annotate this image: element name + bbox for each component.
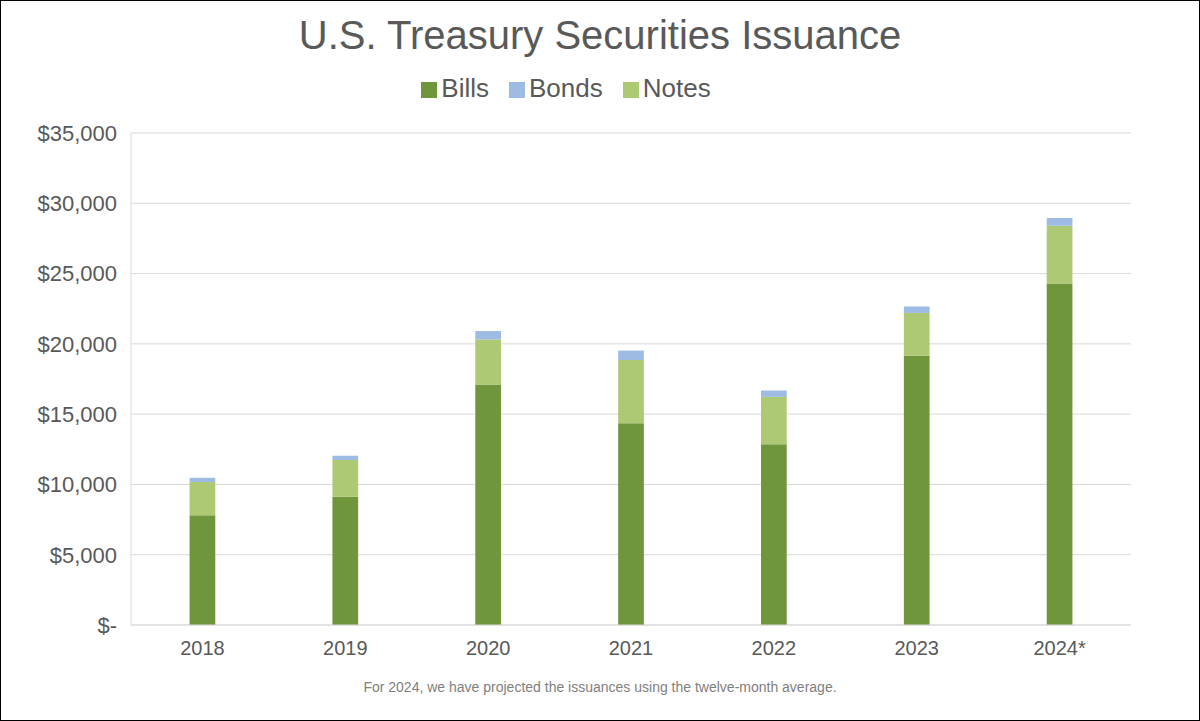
html-text:Notes: Notes <box>642 73 711 103</box>
svg-text:$5,000: $5,000 <box>50 543 117 568</box>
svg-text:$30,000: $30,000 <box>37 191 117 216</box>
svg-text:2023: 2023 <box>894 637 939 659</box>
html-text:For 2024, we have projected th: For 2024, we have projected the issuance… <box>363 679 837 695</box>
svg-text:2020: 2020 <box>466 637 511 659</box>
svg-text:2024*: 2024* <box>1033 637 1085 659</box>
html-text:U.S. Treasury Securities Issua: U.S. Treasury Securities Issuance <box>298 13 902 57</box>
svg-text:2018: 2018 <box>180 637 225 659</box>
html-text:Bonds: Bonds <box>529 73 603 103</box>
html-text:Bills: Bills <box>441 73 489 103</box>
svg-text:$35,000: $35,000 <box>37 121 117 146</box>
svg-text:2021: 2021 <box>609 637 654 659</box>
svg-text:$10,000: $10,000 <box>37 472 117 497</box>
svg-text:2019: 2019 <box>323 637 368 659</box>
svg-text:$-: $- <box>97 613 117 638</box>
svg-text:$20,000: $20,000 <box>37 332 117 357</box>
svg-text:$15,000: $15,000 <box>37 402 117 427</box>
svg-text:$25,000: $25,000 <box>37 261 117 286</box>
svg-text:2022: 2022 <box>752 637 797 659</box>
